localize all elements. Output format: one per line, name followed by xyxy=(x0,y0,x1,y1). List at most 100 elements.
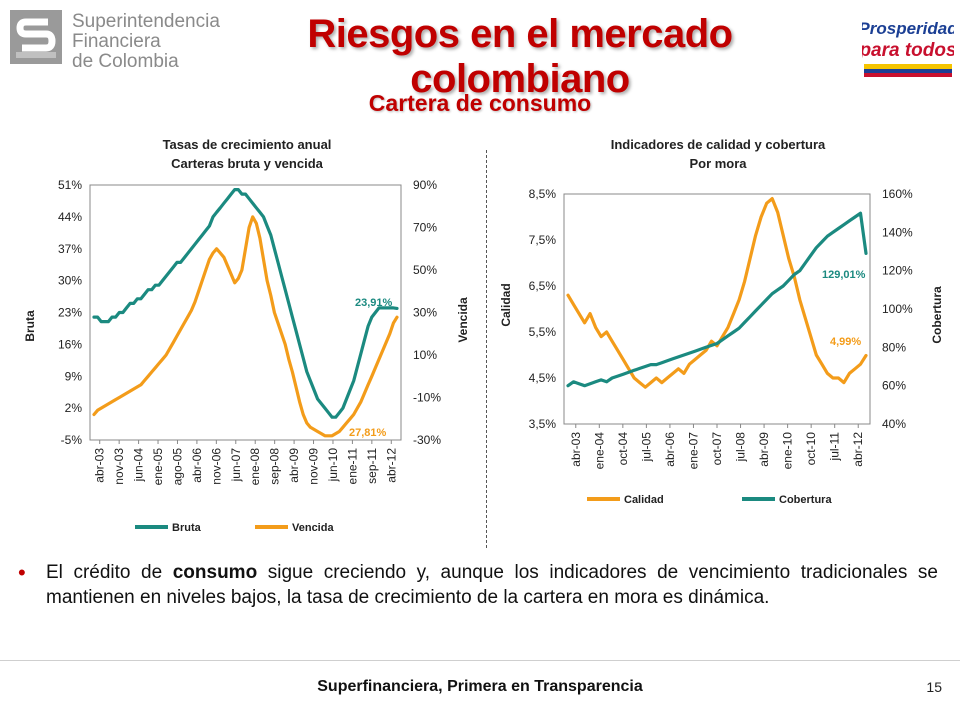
chart2-annotation-cobertura: 129,01% xyxy=(822,269,866,281)
chart1-xtick-label: jun-10 xyxy=(326,448,340,483)
chart1-xtick-label: abr-06 xyxy=(190,448,204,483)
chart1-legend-bruta: Bruta xyxy=(172,522,202,534)
chart1-xtick-label: ene-08 xyxy=(248,448,262,486)
chart1-xtick-label: nov-09 xyxy=(307,448,321,485)
chart1-series-bruta xyxy=(92,187,399,419)
chart1-ytick-label: 9% xyxy=(65,369,83,383)
chart1-y2tick-label: -10% xyxy=(413,391,441,405)
chart2-y2tick-label: 40% xyxy=(882,417,906,431)
prosperidad-para-todos-logo: Prosperidad para todos xyxy=(862,19,954,77)
chart1-ylabel: Bruta xyxy=(23,310,37,342)
chart2-y2tick-label: 100% xyxy=(882,302,913,316)
chart1-y2tick-label: 10% xyxy=(413,348,437,362)
chart2-y2label: Cobertura xyxy=(930,286,944,344)
chart2-ylabel: Calidad xyxy=(499,283,513,326)
growth-rates-chart-svg: Tasas de crecimiento anual Carteras brut… xyxy=(23,137,470,534)
chart2-series-calidad xyxy=(566,196,868,389)
chart2-series-cobertura xyxy=(566,211,868,388)
quality-coverage-chart: Indicadores de calidad y cobertura Por m… xyxy=(492,130,954,550)
chart1-ytick-label: -5% xyxy=(61,433,83,447)
chart2-xtick-label: abr-06 xyxy=(663,432,677,467)
chart2-ytick-label: 3,5% xyxy=(529,417,557,431)
chart1-xtick-label: ene-05 xyxy=(151,448,165,486)
chart2-title-line1: Indicadores de calidad y cobertura xyxy=(611,137,826,152)
chart2-xtick-label: ene-07 xyxy=(686,432,700,470)
chart2-xtick-label: abr-03 xyxy=(569,432,583,467)
footer-text: Superfinanciera, Primera en Transparenci… xyxy=(317,678,643,695)
chart2-title-line2: Por mora xyxy=(689,156,747,171)
chart1-y2tick-label: -30% xyxy=(413,433,441,447)
sfc-logo: Superintendencia Financiera de Colombia xyxy=(8,6,220,72)
chart2-y2tick-label: 140% xyxy=(882,225,913,239)
chart1-xtick-label: jun-04 xyxy=(132,448,146,483)
chart1-xtick-label: abr-09 xyxy=(287,448,301,483)
chart1-y2label: Vencida xyxy=(456,297,470,343)
footer-divider xyxy=(0,660,960,661)
chart2-ytick-label: 8,5% xyxy=(529,187,557,201)
chart2-xtick-label: jul-11 xyxy=(828,432,842,462)
chart1-series-vencida xyxy=(92,215,399,438)
chart2-xtick-label: oct-07 xyxy=(710,432,724,466)
chart2-legend: Calidad Cobertura xyxy=(587,494,832,506)
chart1-xtick-label: abr-12 xyxy=(384,448,398,483)
chart1-xtick-label: ago-05 xyxy=(170,448,184,486)
chart1-xtick-label: abr-03 xyxy=(93,448,107,483)
page-title: Riesgos en el mercado colombiano xyxy=(307,12,733,101)
chart-divider xyxy=(486,150,487,548)
summary-text-bold: consumo xyxy=(172,562,258,583)
chart2-legend-calidad: Calidad xyxy=(624,494,664,506)
chart1-xtick-label: ene-11 xyxy=(345,448,359,485)
chart2-ytick-label: 6,5% xyxy=(529,279,557,293)
chart2-legend-cobertura: Cobertura xyxy=(779,494,832,506)
chart2-ytick-label: 5,5% xyxy=(529,325,557,339)
chart2-ytick-label: 4,5% xyxy=(529,371,557,385)
chart2-y2tick-label: 160% xyxy=(882,187,913,201)
logo-text-line1: Superintendencia xyxy=(72,11,220,32)
chart1-legend-vencida: Vencida xyxy=(292,522,334,534)
logo-text-line3: de Colombia xyxy=(72,51,179,72)
summary-text: El crédito de consumo sigue creciendo y,… xyxy=(46,560,938,610)
section-subtitle: Cartera de consumo xyxy=(368,90,592,116)
chart1-y2tick-label: 30% xyxy=(413,306,437,320)
chart1-xtick-label: sep-08 xyxy=(268,448,282,485)
chart1-ytick-label: 44% xyxy=(58,210,82,224)
chart1-ytick-label: 16% xyxy=(58,337,82,351)
chart1-ytick-label: 37% xyxy=(58,242,82,256)
chart1-y2tick-label: 90% xyxy=(413,178,437,192)
chart2-xtick-label: oct-04 xyxy=(616,432,630,466)
quality-coverage-chart-svg: Indicadores de calidad y cobertura Por m… xyxy=(499,137,944,506)
chart2-xtick-label: jul-05 xyxy=(639,432,653,463)
chart1-xtick-label: nov-06 xyxy=(209,448,223,485)
brand-logo-line1: Prosperidad xyxy=(862,19,954,38)
chart1-annotation-bruta: 23,91% xyxy=(355,297,393,309)
chart2-y2tick-label: 120% xyxy=(882,264,913,278)
chart1-xtick-label: sep-11 xyxy=(365,448,379,484)
summary-text-end: sigue creciendo y, aunque los indicadore… xyxy=(46,562,938,608)
brand-logo-line2: para todos xyxy=(862,40,954,61)
bullet-icon: • xyxy=(18,560,26,585)
chart2-xtick-label: abr-09 xyxy=(757,432,771,467)
sfc-logo-mark-icon xyxy=(10,10,62,64)
chart1-y2tick-label: 50% xyxy=(413,263,437,277)
chart1-y2tick-label: 70% xyxy=(413,221,437,235)
chart2-y2tick-label: 80% xyxy=(882,340,906,354)
chart1-annotation-vencida: 27,81% xyxy=(349,427,387,439)
chart2-xtick-label: ene-04 xyxy=(592,432,606,470)
chart1-ytick-label: 23% xyxy=(58,306,82,320)
chart2-ytick-label: 7,5% xyxy=(529,233,557,247)
summary-bullet: • El crédito de consumo sigue creciendo … xyxy=(18,560,938,610)
chart2-xtick-label: jul-08 xyxy=(734,432,748,463)
logo-text-line2: Financiera xyxy=(72,31,161,52)
chart2-y2tick-label: 60% xyxy=(882,379,906,393)
growth-rates-chart: Tasas de crecimiento anual Carteras brut… xyxy=(10,130,480,550)
chart2-xtick-label: abr-12 xyxy=(851,432,865,467)
chart1-xtick-label: jun-07 xyxy=(229,448,243,483)
chart1-ytick-label: 51% xyxy=(58,178,82,192)
chart1-title-line1: Tasas de crecimiento anual xyxy=(163,137,332,152)
page-number: 15 xyxy=(926,679,942,695)
summary-text-start: El crédito de xyxy=(46,562,173,583)
chart1-plot-area xyxy=(89,184,402,441)
chart1-legend: Bruta Vencida xyxy=(135,522,334,534)
chart1-xtick-label: nov-03 xyxy=(112,448,126,485)
chart2-xtick-label: oct-10 xyxy=(804,432,818,466)
